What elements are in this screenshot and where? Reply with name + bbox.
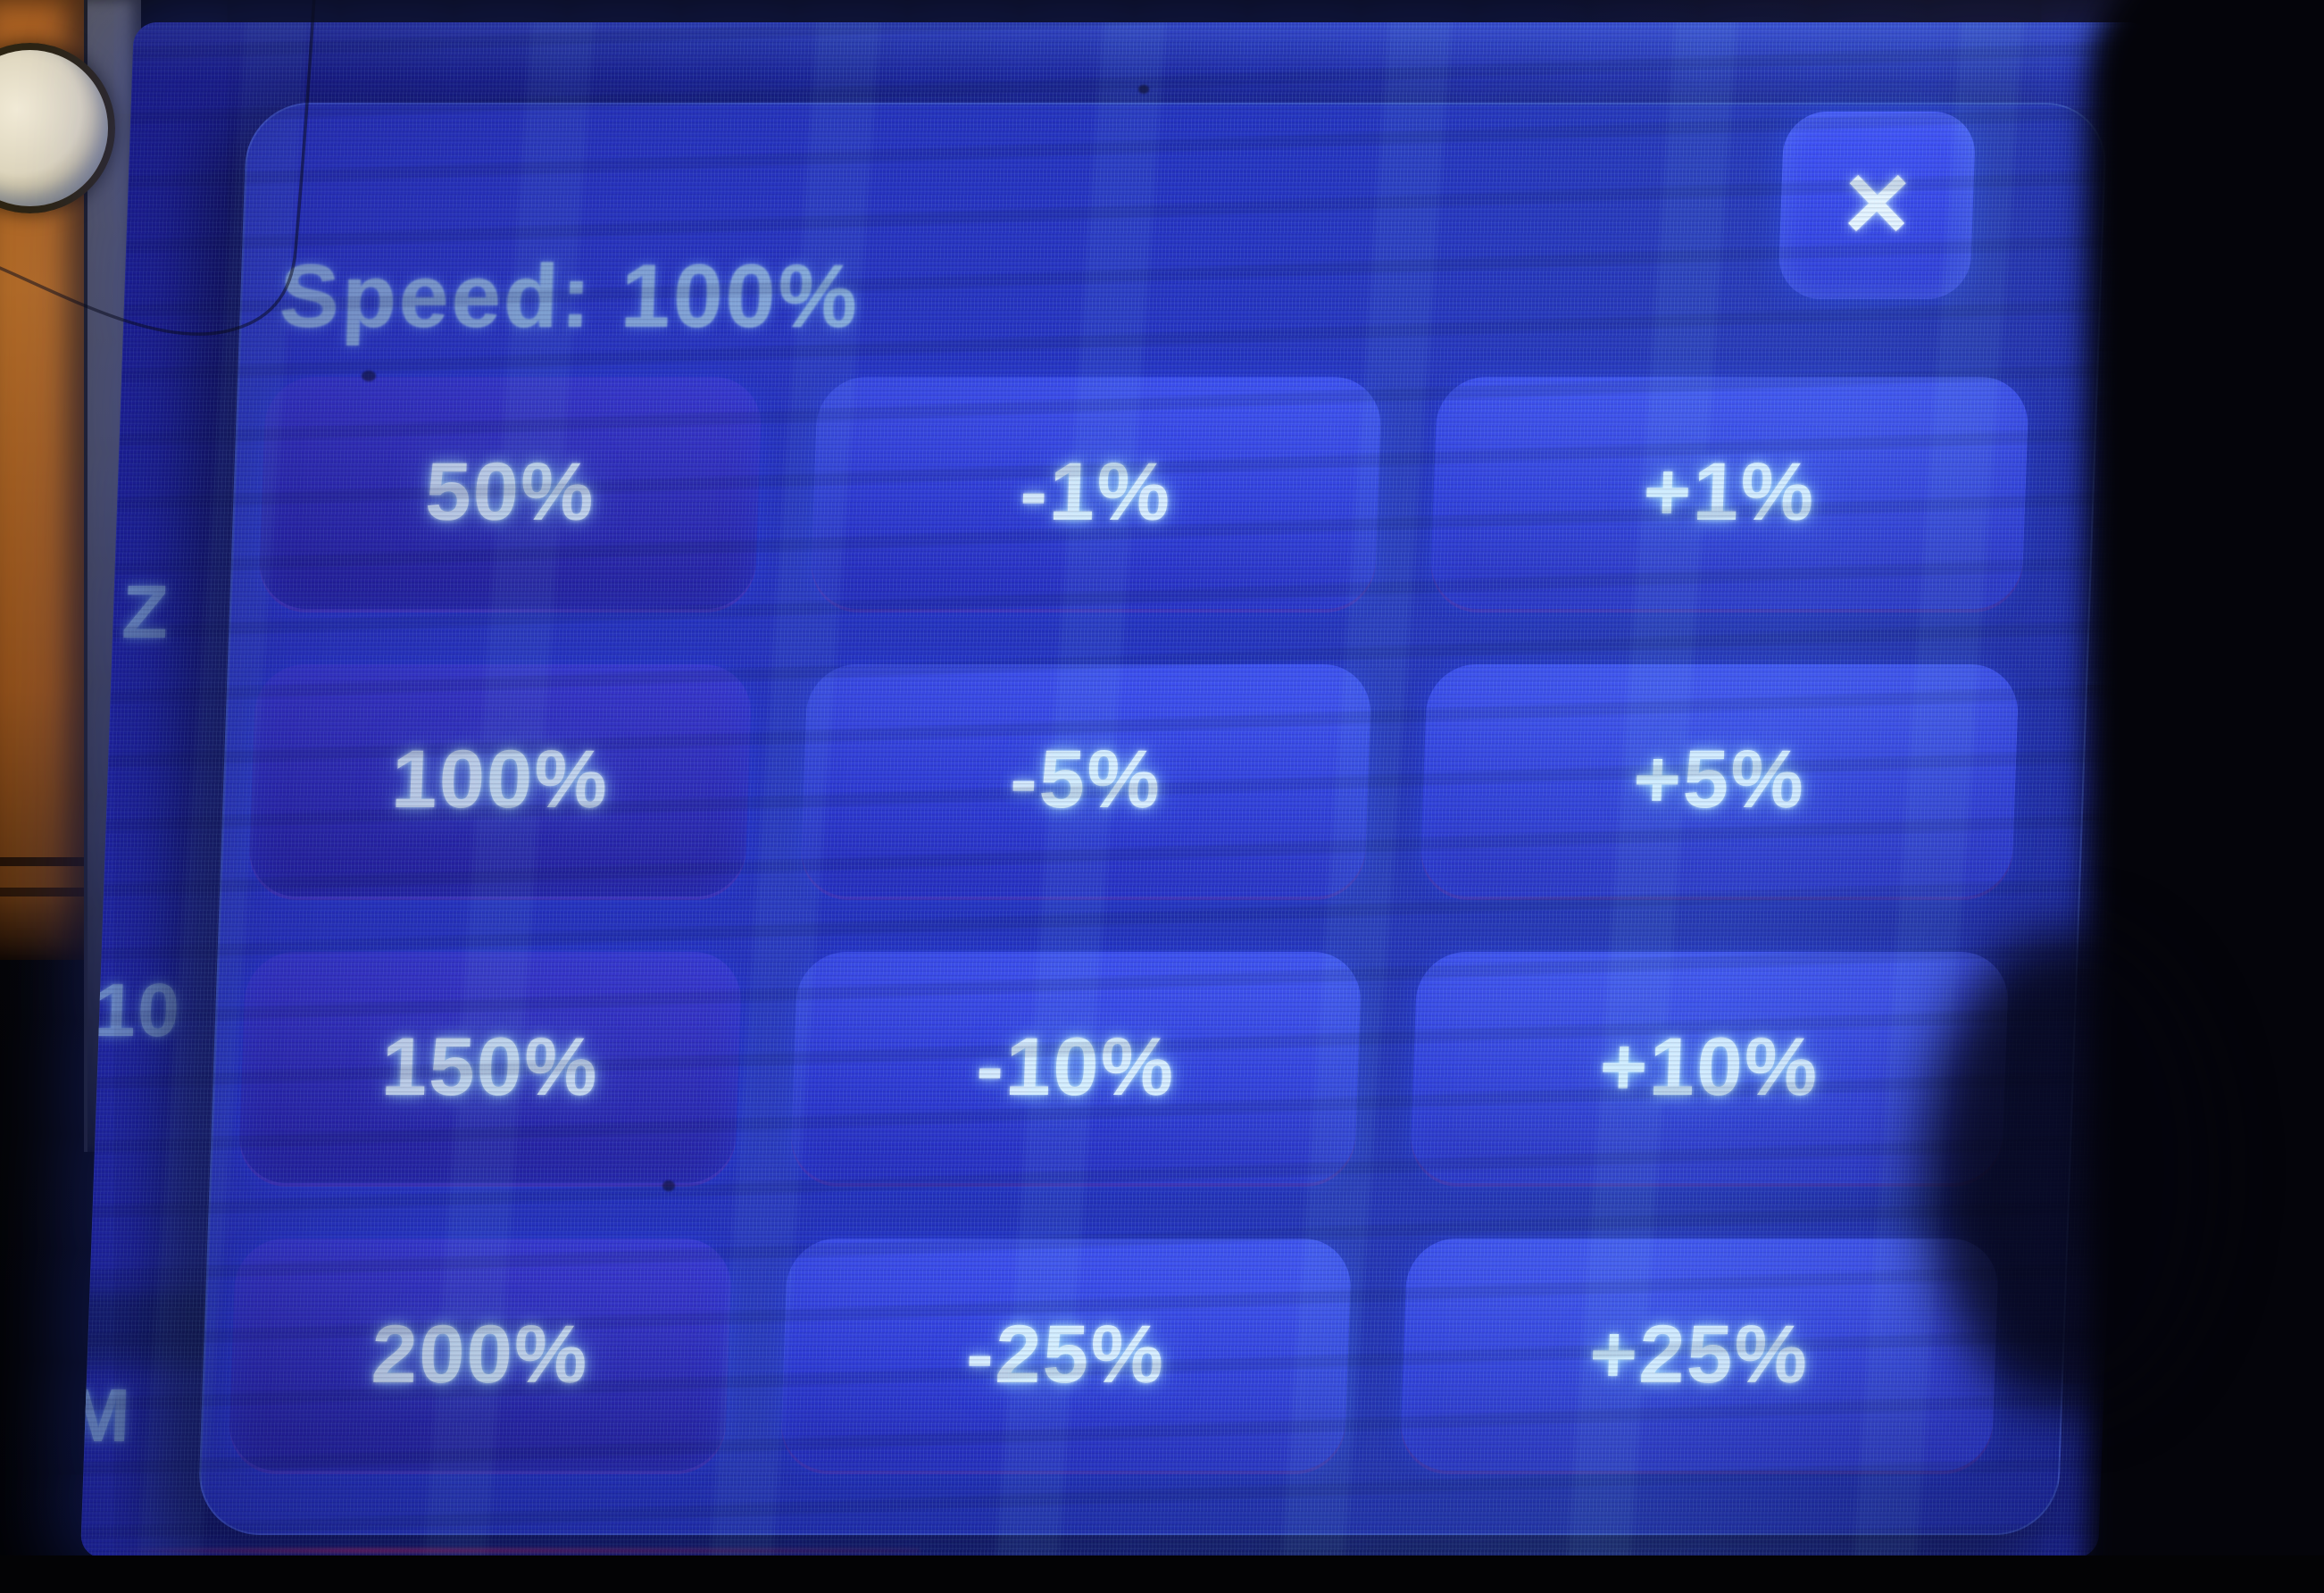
- speed-dec-25-button[interactable]: -25%: [779, 1239, 1353, 1471]
- speed-inc-5-button[interactable]: +5%: [1419, 663, 2020, 897]
- underlay-label-z: Z: [121, 570, 171, 654]
- speed-inc-25-button[interactable]: +25%: [1399, 1239, 2000, 1471]
- bottom-bezel: [0, 1555, 2324, 1593]
- dust-speck: [362, 371, 376, 381]
- speed-set-100-button[interactable]: 100%: [247, 663, 753, 897]
- speed-inc-1-button[interactable]: +1%: [1429, 377, 2030, 609]
- speed-dialog: Speed: 100% ✕ 50% -1% +1% 100% -5% +5% 150% -10…: [196, 103, 2108, 1535]
- close-button[interactable]: ✕: [1778, 112, 1977, 299]
- speed-set-200-button[interactable]: 200%: [228, 1239, 733, 1471]
- close-icon: ✕: [1837, 155, 1917, 255]
- dialog-title: Speed: 100%: [278, 246, 862, 346]
- touchscreen: Z 10 M Speed: 100% ✕ 50% -1% +1% 100% -5% +5% 15…: [79, 22, 2152, 1558]
- speed-dec-10-button[interactable]: -10%: [789, 951, 1362, 1184]
- underlay-header-glow: [131, 22, 2152, 79]
- dust-speck: [662, 1180, 675, 1191]
- speed-set-50-button[interactable]: 50%: [258, 377, 763, 609]
- dust-speck: [1138, 85, 1149, 94]
- speed-dec-1-button[interactable]: -1%: [809, 377, 1382, 609]
- speed-inc-10-button[interactable]: +10%: [1409, 951, 2010, 1184]
- speed-set-150-button[interactable]: 150%: [237, 951, 743, 1184]
- chromatic-fringe: [116, 1548, 920, 1553]
- speed-button-grid: 50% -1% +1% 100% -5% +5% 150% -10% +10% 200% -25% +…: [228, 377, 2030, 1471]
- underlay-label-m: M: [79, 1373, 134, 1457]
- right-shadow-bulge: [1924, 929, 2219, 1411]
- speed-dec-5-button[interactable]: -5%: [799, 663, 1372, 897]
- underlay-label-10: 10: [92, 968, 183, 1052]
